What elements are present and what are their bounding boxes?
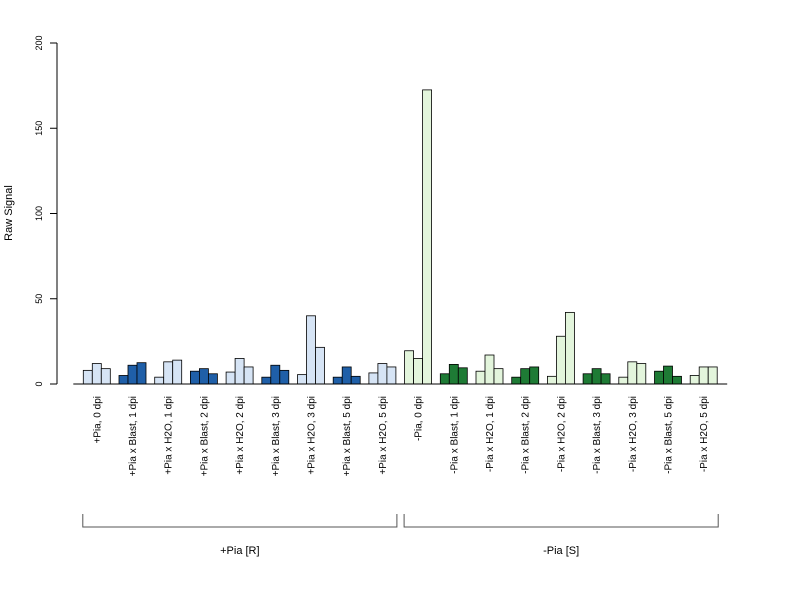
bar [547, 375, 557, 385]
bar [439, 373, 450, 385]
category-label: +Pia x H2O, 5 dpi [378, 396, 389, 475]
bar [225, 371, 236, 385]
bar [627, 361, 638, 385]
bar [261, 376, 272, 385]
bar [663, 365, 673, 385]
bar [198, 368, 209, 385]
bar [136, 362, 147, 385]
bar [582, 373, 593, 385]
group-bracket [82, 514, 398, 528]
bar [100, 368, 111, 385]
y-tick-label: 150 [34, 121, 44, 136]
y-axis: 0 50 100 150 200 [34, 35, 58, 387]
group-brackets: +Pia [R] -Pia [S] [82, 514, 719, 557]
bar [529, 366, 540, 385]
y-tick-label: 100 [34, 206, 44, 221]
category-label: -Pia x H2O, 3 dpi [628, 396, 639, 472]
bar [422, 89, 433, 385]
bar [341, 366, 352, 385]
bar [234, 358, 245, 385]
bar [118, 375, 129, 385]
bar [172, 359, 183, 385]
bar [127, 364, 138, 385]
bar [386, 366, 397, 385]
bar [189, 370, 200, 385]
bar [520, 368, 531, 385]
y-tick-label: 200 [34, 35, 44, 50]
bar [600, 373, 611, 385]
bar [448, 363, 459, 385]
category-label: +Pia x Blast, 5 dpi [342, 396, 353, 476]
y-tick-label: 0 [34, 381, 44, 386]
bar [565, 311, 575, 385]
bar-series [82, 89, 718, 385]
bar [306, 315, 316, 385]
group-label: +Pia [R] [220, 545, 259, 557]
category-label: -Pia x H2O, 1 dpi [485, 396, 496, 472]
bar [672, 375, 682, 385]
bar [618, 376, 629, 385]
bar [484, 354, 495, 385]
group-label: -Pia [S] [543, 545, 579, 557]
category-label: +Pia x Blast, 1 dpi [128, 396, 139, 476]
category-label: +Pia x H2O, 2 dpi [235, 396, 246, 475]
bar [591, 368, 602, 385]
bar [475, 370, 486, 385]
bar [493, 368, 504, 385]
bar [689, 375, 700, 385]
category-label: -Pia x H2O, 2 dpi [556, 396, 567, 472]
bar [698, 366, 709, 385]
category-label: +Pia x Blast, 3 dpi [271, 396, 282, 476]
bar [163, 361, 174, 385]
bar [377, 363, 388, 385]
bar [368, 372, 379, 385]
bar [350, 375, 361, 385]
bar [279, 369, 290, 385]
category-label: +Pia, 0 dpi [92, 396, 103, 444]
bar [654, 370, 664, 385]
group-bracket [403, 514, 719, 528]
bar [207, 373, 218, 385]
bar [243, 366, 254, 385]
category-labels: +Pia, 0 dpi +Pia x Blast, 1 dpi +Pia x H2O… [92, 396, 710, 476]
bar [636, 363, 647, 385]
category-label: +Pia x Blast, 2 dpi [199, 396, 210, 476]
bar [297, 374, 307, 385]
bar [556, 335, 566, 385]
category-label: -Pia x Blast, 2 dpi [521, 396, 532, 474]
bar [413, 358, 424, 385]
category-label: -Pia x Blast, 1 dpi [449, 396, 460, 474]
bar [91, 363, 102, 385]
bar [82, 369, 93, 385]
bar [154, 376, 165, 385]
bar [270, 364, 281, 385]
category-label: -Pia, 0 dpi [414, 396, 425, 441]
bar [707, 366, 718, 385]
bar [332, 376, 343, 385]
bar [511, 376, 522, 385]
category-label: -Pia x H2O, 5 dpi [699, 396, 710, 472]
bar [457, 367, 468, 385]
category-label: +Pia x H2O, 3 dpi [307, 396, 318, 475]
category-label: -Pia x Blast, 5 dpi [664, 396, 675, 474]
category-label: -Pia x Blast, 3 dpi [592, 396, 603, 474]
category-label: +Pia x H2O, 1 dpi [164, 396, 175, 475]
y-axis-label: Raw Signal [3, 185, 15, 241]
y-tick-label: 50 [34, 294, 44, 304]
bar [315, 346, 325, 385]
bar [404, 350, 415, 385]
